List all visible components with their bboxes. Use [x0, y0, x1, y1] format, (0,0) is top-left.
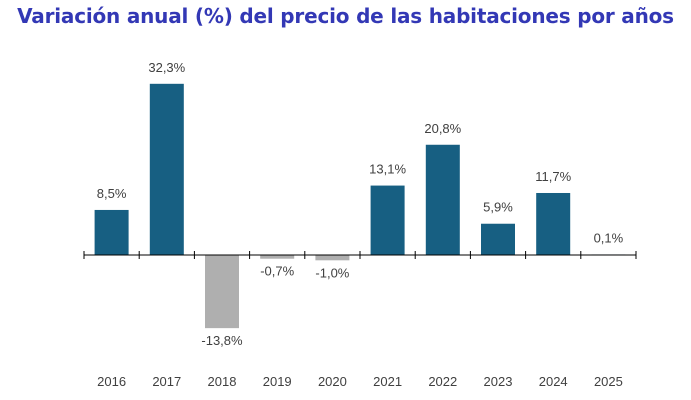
- data-label-2025: 0,1%: [594, 230, 624, 245]
- data-label-2018: -13,8%: [201, 333, 243, 348]
- bar-2017: [149, 83, 184, 255]
- bar-2022: [425, 144, 460, 255]
- data-label-2024: 11,7%: [535, 169, 571, 184]
- bar-2021: [370, 185, 405, 255]
- x-tick-label-2023: 2023: [484, 374, 513, 389]
- data-label-2016: 8,5%: [97, 186, 127, 201]
- x-tick-label-2021: 2021: [373, 374, 402, 389]
- bar-2024: [536, 192, 571, 255]
- bar-2016: [94, 209, 129, 255]
- x-tick-label-2024: 2024: [539, 374, 568, 389]
- x-tick-label-2025: 2025: [594, 374, 623, 389]
- x-tick-label-2018: 2018: [208, 374, 237, 389]
- data-label-2023: 5,9%: [483, 200, 513, 215]
- data-label-2020: -1,0%: [315, 265, 349, 280]
- x-tick-label-2019: 2019: [263, 374, 292, 389]
- x-tick-label-2020: 2020: [318, 374, 347, 389]
- data-label-2017: 32,3%: [148, 60, 185, 75]
- bar-2019: [260, 255, 295, 259]
- x-tick-label-2022: 2022: [428, 374, 457, 389]
- x-tick-label-2016: 2016: [97, 374, 126, 389]
- bar-2018: [205, 255, 239, 329]
- bar-2023: [481, 223, 515, 255]
- data-label-2019: -0,7%: [260, 264, 294, 279]
- data-label-2022: 20,8%: [424, 121, 461, 136]
- chart-title: Variación anual (%) del precio de las ha…: [17, 4, 674, 28]
- bar-2020: [315, 255, 350, 261]
- x-tick-label-2017: 2017: [152, 374, 181, 389]
- data-label-2021: 13,1%: [369, 162, 406, 177]
